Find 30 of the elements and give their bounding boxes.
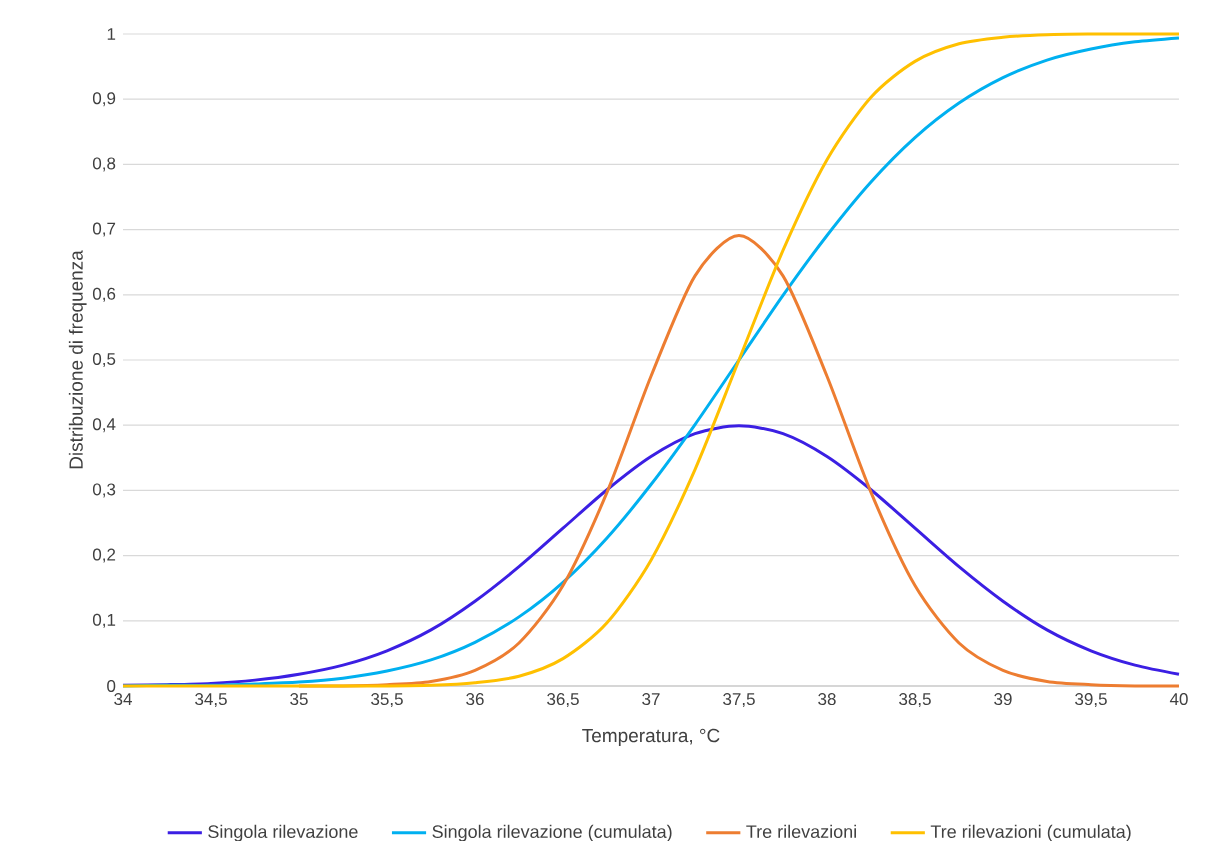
y-axis-title: Distribuzione di frequenza bbox=[68, 250, 87, 469]
y-tick-label: 0,9 bbox=[92, 92, 116, 107]
x-tick-label: 35,5 bbox=[371, 693, 403, 708]
y-tick-label: 0,4 bbox=[92, 418, 116, 433]
y-tick-label: 0,6 bbox=[92, 287, 116, 302]
x-tick-label: 35 bbox=[290, 693, 308, 706]
x-axis-title: Temperatura, °C bbox=[582, 728, 720, 747]
x-tick-label: 40 bbox=[1169, 693, 1188, 706]
y-tick-label: 0,5 bbox=[92, 352, 116, 367]
legend-label: Singola rilevazione bbox=[208, 824, 358, 841]
x-tick-label: 37 bbox=[642, 693, 660, 706]
x-tick-label: 34,5 bbox=[195, 693, 227, 708]
y-tick-label: 0,2 bbox=[92, 548, 116, 563]
x-tick-label: 38,5 bbox=[899, 693, 931, 708]
legend-label: Tre rilevazioni (cumulata) bbox=[930, 824, 1131, 841]
y-tick-label: 0,7 bbox=[92, 222, 116, 237]
x-tick-label: 36,5 bbox=[547, 693, 579, 708]
x-tick-label: 39,5 bbox=[1075, 693, 1107, 708]
x-tick-label: 39 bbox=[994, 693, 1012, 706]
x-tick-label: 37,5 bbox=[723, 693, 755, 708]
legend-label: Singola rilevazione (cumulata) bbox=[432, 824, 672, 841]
x-tick-label: 38 bbox=[818, 693, 836, 706]
y-tick-label: 0,1 bbox=[92, 613, 116, 628]
y-tick-label: 0 bbox=[107, 679, 116, 692]
y-tick-label: 0,3 bbox=[92, 483, 116, 498]
x-tick-label: 34 bbox=[114, 693, 132, 706]
legend-label: Tre rilevazioni bbox=[746, 824, 856, 839]
x-tick-label: 36 bbox=[466, 693, 484, 706]
y-tick-label: 0,8 bbox=[92, 157, 116, 172]
y-tick-label: 1 bbox=[107, 28, 116, 40]
